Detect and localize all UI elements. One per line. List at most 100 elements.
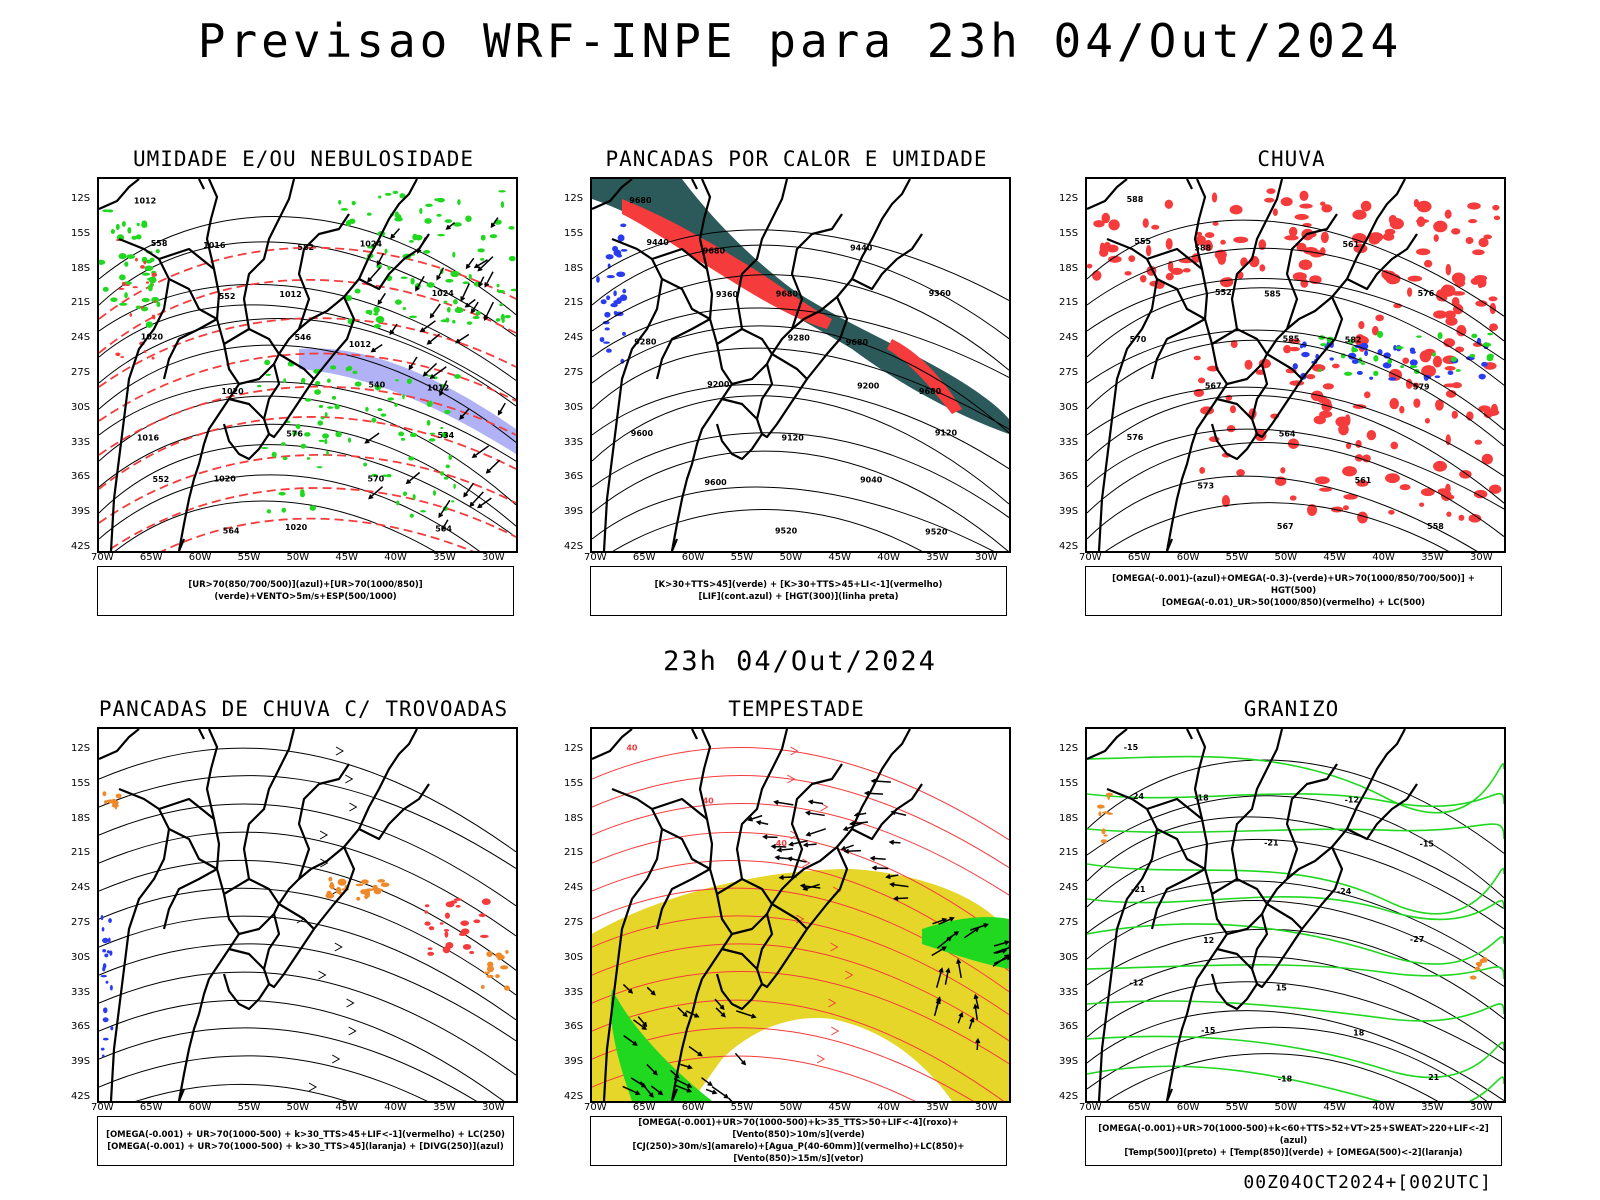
shaded-cell xyxy=(1450,356,1457,362)
lat-tick-label: 12S xyxy=(71,193,91,204)
shaded-cell xyxy=(1258,239,1267,251)
shaded-cell xyxy=(106,950,110,954)
contour-label: 9440 xyxy=(647,238,670,247)
shaded-cell xyxy=(1475,300,1488,307)
wind-vector xyxy=(646,986,656,996)
contour-line xyxy=(99,474,480,551)
lat-tick-label: 18S xyxy=(1059,812,1079,824)
shaded-cell xyxy=(427,947,433,950)
shaded-cell xyxy=(266,509,272,514)
shaded-cell xyxy=(606,295,611,301)
streamline-arrow xyxy=(345,774,354,784)
shaded-cell xyxy=(1321,204,1333,213)
shaded-cell xyxy=(508,225,515,230)
panel-title-pancadas-trovoadas: PANCADAS DE CHUVA C/ TROVOADAS xyxy=(98,697,509,721)
shaded-cell xyxy=(318,404,324,408)
wind-vector xyxy=(370,343,383,353)
shaded-cell xyxy=(102,963,107,969)
shaded-cell xyxy=(452,251,456,258)
contour-label: 588 xyxy=(1194,244,1211,253)
lifted-index-blue xyxy=(596,223,628,364)
shaded-cell xyxy=(1087,263,1093,269)
streamline xyxy=(99,999,505,1101)
shaded-cell xyxy=(439,922,444,925)
lon-tick-label: 65W xyxy=(632,552,656,563)
wind-vector xyxy=(364,432,380,444)
wind-vector xyxy=(714,998,725,1011)
wind-vector xyxy=(734,1052,747,1066)
shaded-cell xyxy=(1195,235,1206,246)
shaded-cell xyxy=(1387,358,1393,364)
wind-vector xyxy=(869,855,886,861)
contour-label: 9120 xyxy=(782,434,805,443)
wind-green-sw xyxy=(610,989,712,1101)
contour-label: 582 xyxy=(1345,336,1362,345)
shaded-cell xyxy=(1368,235,1381,245)
shaded-cell xyxy=(121,221,126,227)
footer-run-id: 00Z04OCT2024+[002UTC] xyxy=(1243,1172,1492,1193)
shaded-cell xyxy=(1469,353,1476,358)
shaded-cell xyxy=(1315,476,1330,485)
border-line xyxy=(222,947,271,1011)
shaded-cell xyxy=(1489,323,1499,332)
lat-tick-label: 36S xyxy=(71,471,91,483)
shaded-cell xyxy=(1108,219,1120,231)
shaded-cell xyxy=(412,233,418,241)
shaded-cell xyxy=(443,476,449,480)
contour-label: 552 xyxy=(1215,288,1232,297)
wind-vector xyxy=(630,1077,647,1088)
wind-vector xyxy=(677,1007,688,1018)
contour-label: 9360 xyxy=(716,290,739,299)
lon-tick-label: 55W xyxy=(237,552,261,563)
wind-vector xyxy=(429,366,447,379)
temp850-contour xyxy=(1087,823,1504,840)
wind-vector xyxy=(464,298,476,308)
shaded-cell xyxy=(423,249,431,254)
streamline xyxy=(135,1083,347,1101)
lat-tick-label: 21S xyxy=(564,847,584,859)
contour-line xyxy=(1087,838,1504,930)
streamline-arrow xyxy=(331,1054,341,1064)
lat-tick-label: 12S xyxy=(564,193,584,204)
shaded-cell xyxy=(156,301,161,308)
shaded-cell xyxy=(102,1037,109,1041)
map-tempestade: 40 40 40 xyxy=(590,727,1011,1103)
shaded-cell xyxy=(1456,325,1467,337)
contour-label: 15 xyxy=(1276,984,1288,993)
jet-yellow xyxy=(592,869,1009,1101)
lon-tick-label: 40W xyxy=(1372,552,1395,563)
wind-vector xyxy=(484,271,494,288)
contour-line xyxy=(592,450,1009,551)
lat-tick-label: 24S xyxy=(71,882,91,894)
shaded-cell xyxy=(338,199,342,205)
shaded-cell xyxy=(1288,226,1298,237)
contour-label: 12 xyxy=(1203,936,1214,945)
shaded-cell xyxy=(465,215,472,222)
streamline xyxy=(592,831,1009,943)
lon-tick-label: 30W xyxy=(1470,552,1493,563)
lat-tick-label: 12S xyxy=(1059,193,1079,204)
shaded-cell xyxy=(118,287,125,290)
streamline xyxy=(99,971,516,1076)
lat-tick-label: 36S xyxy=(564,1021,584,1033)
wind-vector xyxy=(429,303,441,319)
shaded-cell xyxy=(1475,961,1483,967)
border-line xyxy=(851,783,923,841)
dashed-contour xyxy=(99,385,516,456)
lat-tick-label: 15S xyxy=(1059,777,1079,789)
contour-label: 540 xyxy=(368,381,385,390)
lon-tick-label: 50W xyxy=(779,1102,803,1113)
shaded-cell xyxy=(1355,439,1362,448)
shaded-cell xyxy=(394,403,398,407)
shaded-cell xyxy=(400,276,408,280)
shaded-cell xyxy=(1313,415,1326,425)
contour-lines xyxy=(1087,759,1504,1101)
lon-tick-label: 65W xyxy=(632,1102,656,1113)
legend-tempestade: [OMEGA(-0.001)+UR>70(1000-500)+k>35_TTS>… xyxy=(590,1116,1007,1166)
shaded-cell xyxy=(620,249,628,252)
streamline xyxy=(99,859,516,971)
thunder-red xyxy=(424,898,491,956)
border-line xyxy=(99,729,418,906)
border-line xyxy=(1210,893,1268,936)
border-line xyxy=(162,868,218,930)
